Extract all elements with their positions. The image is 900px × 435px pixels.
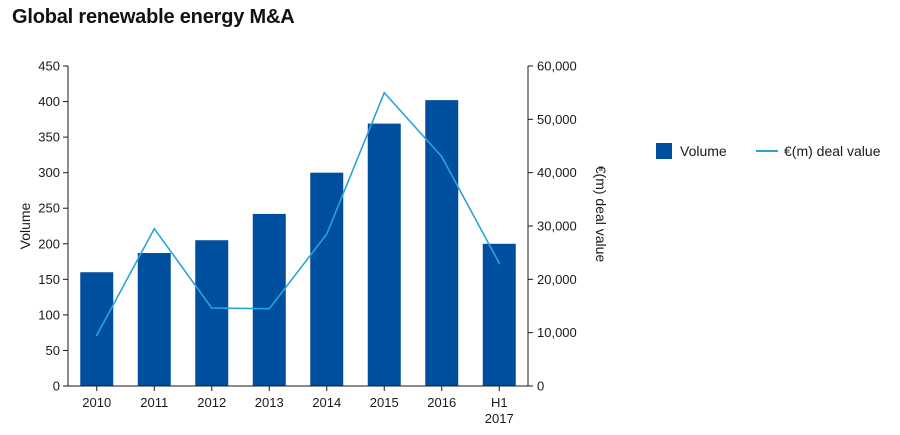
right-tick-label: 10,000 — [537, 325, 577, 340]
right-axis-title: €(m) deal value — [593, 166, 609, 263]
left-axis: 0 50 100 150 200 250 300 350 400 450 Volume — [17, 59, 69, 394]
legend-deal-value-label: €(m) deal value — [784, 143, 881, 159]
left-tick-label: 0 — [53, 379, 60, 394]
left-tick-label: 150 — [38, 272, 60, 287]
left-tick-label: 250 — [38, 201, 60, 216]
x-tick-label: 2015 — [370, 395, 399, 410]
legend-volume-label: Volume — [680, 143, 727, 159]
deal-value-point — [325, 233, 328, 235]
right-tick-label: 60,000 — [537, 59, 577, 74]
right-axis: 0 10,000 20,000 30,000 40,000 50,000 60,000 €(m… — [527, 59, 609, 394]
deal-value-point — [268, 307, 271, 310]
x-tick-label: 2014 — [312, 395, 341, 410]
deal-value-line — [95, 91, 501, 337]
x-tick-label: 2016 — [427, 395, 456, 410]
deal-value-point — [440, 155, 443, 158]
right-tick-label: 40,000 — [537, 165, 577, 180]
volume-bar — [137, 253, 171, 386]
deal-value-point — [95, 334, 98, 337]
right-tick-label: 30,000 — [537, 219, 577, 234]
chart-title: Global renewable energy M&A — [12, 6, 295, 28]
volume-bar — [195, 240, 229, 386]
deal-value-point — [498, 262, 501, 265]
volume-bar — [80, 272, 114, 386]
volume-bar — [425, 100, 459, 386]
legend: Volume €(m) deal value — [656, 143, 881, 159]
volume-bars — [80, 100, 516, 386]
deal-value-point — [153, 227, 156, 230]
x-tick-label: 2012 — [197, 395, 226, 410]
left-tick-label: 400 — [38, 94, 60, 109]
volume-bar — [482, 243, 516, 386]
right-tick-label: 50,000 — [537, 112, 577, 127]
left-tick-label: 200 — [38, 236, 60, 251]
x-tick-label: H1 — [491, 395, 508, 410]
left-tick-label: 450 — [38, 59, 60, 74]
deal-value-point — [210, 307, 213, 309]
x-tick-label: 2010 — [82, 395, 111, 410]
deal-value-line-path — [96, 91, 501, 336]
x-tick-label: 2011 — [140, 395, 168, 410]
volume-bar — [252, 213, 286, 386]
left-tick-label: 300 — [38, 165, 60, 180]
legend-volume-swatch — [656, 143, 672, 159]
volume-bar — [367, 123, 401, 386]
left-axis-title: Volume — [17, 202, 33, 249]
left-tick-label: 100 — [38, 307, 60, 322]
x-tick-label: 2013 — [255, 395, 284, 410]
deal-value-point — [383, 91, 386, 94]
right-tick-label: 20,000 — [537, 272, 577, 287]
right-tick-label: 0 — [537, 379, 544, 394]
x-tick-label: 2017 — [485, 411, 514, 426]
left-tick-label: 50 — [46, 343, 60, 358]
left-tick-label: 350 — [38, 130, 60, 145]
